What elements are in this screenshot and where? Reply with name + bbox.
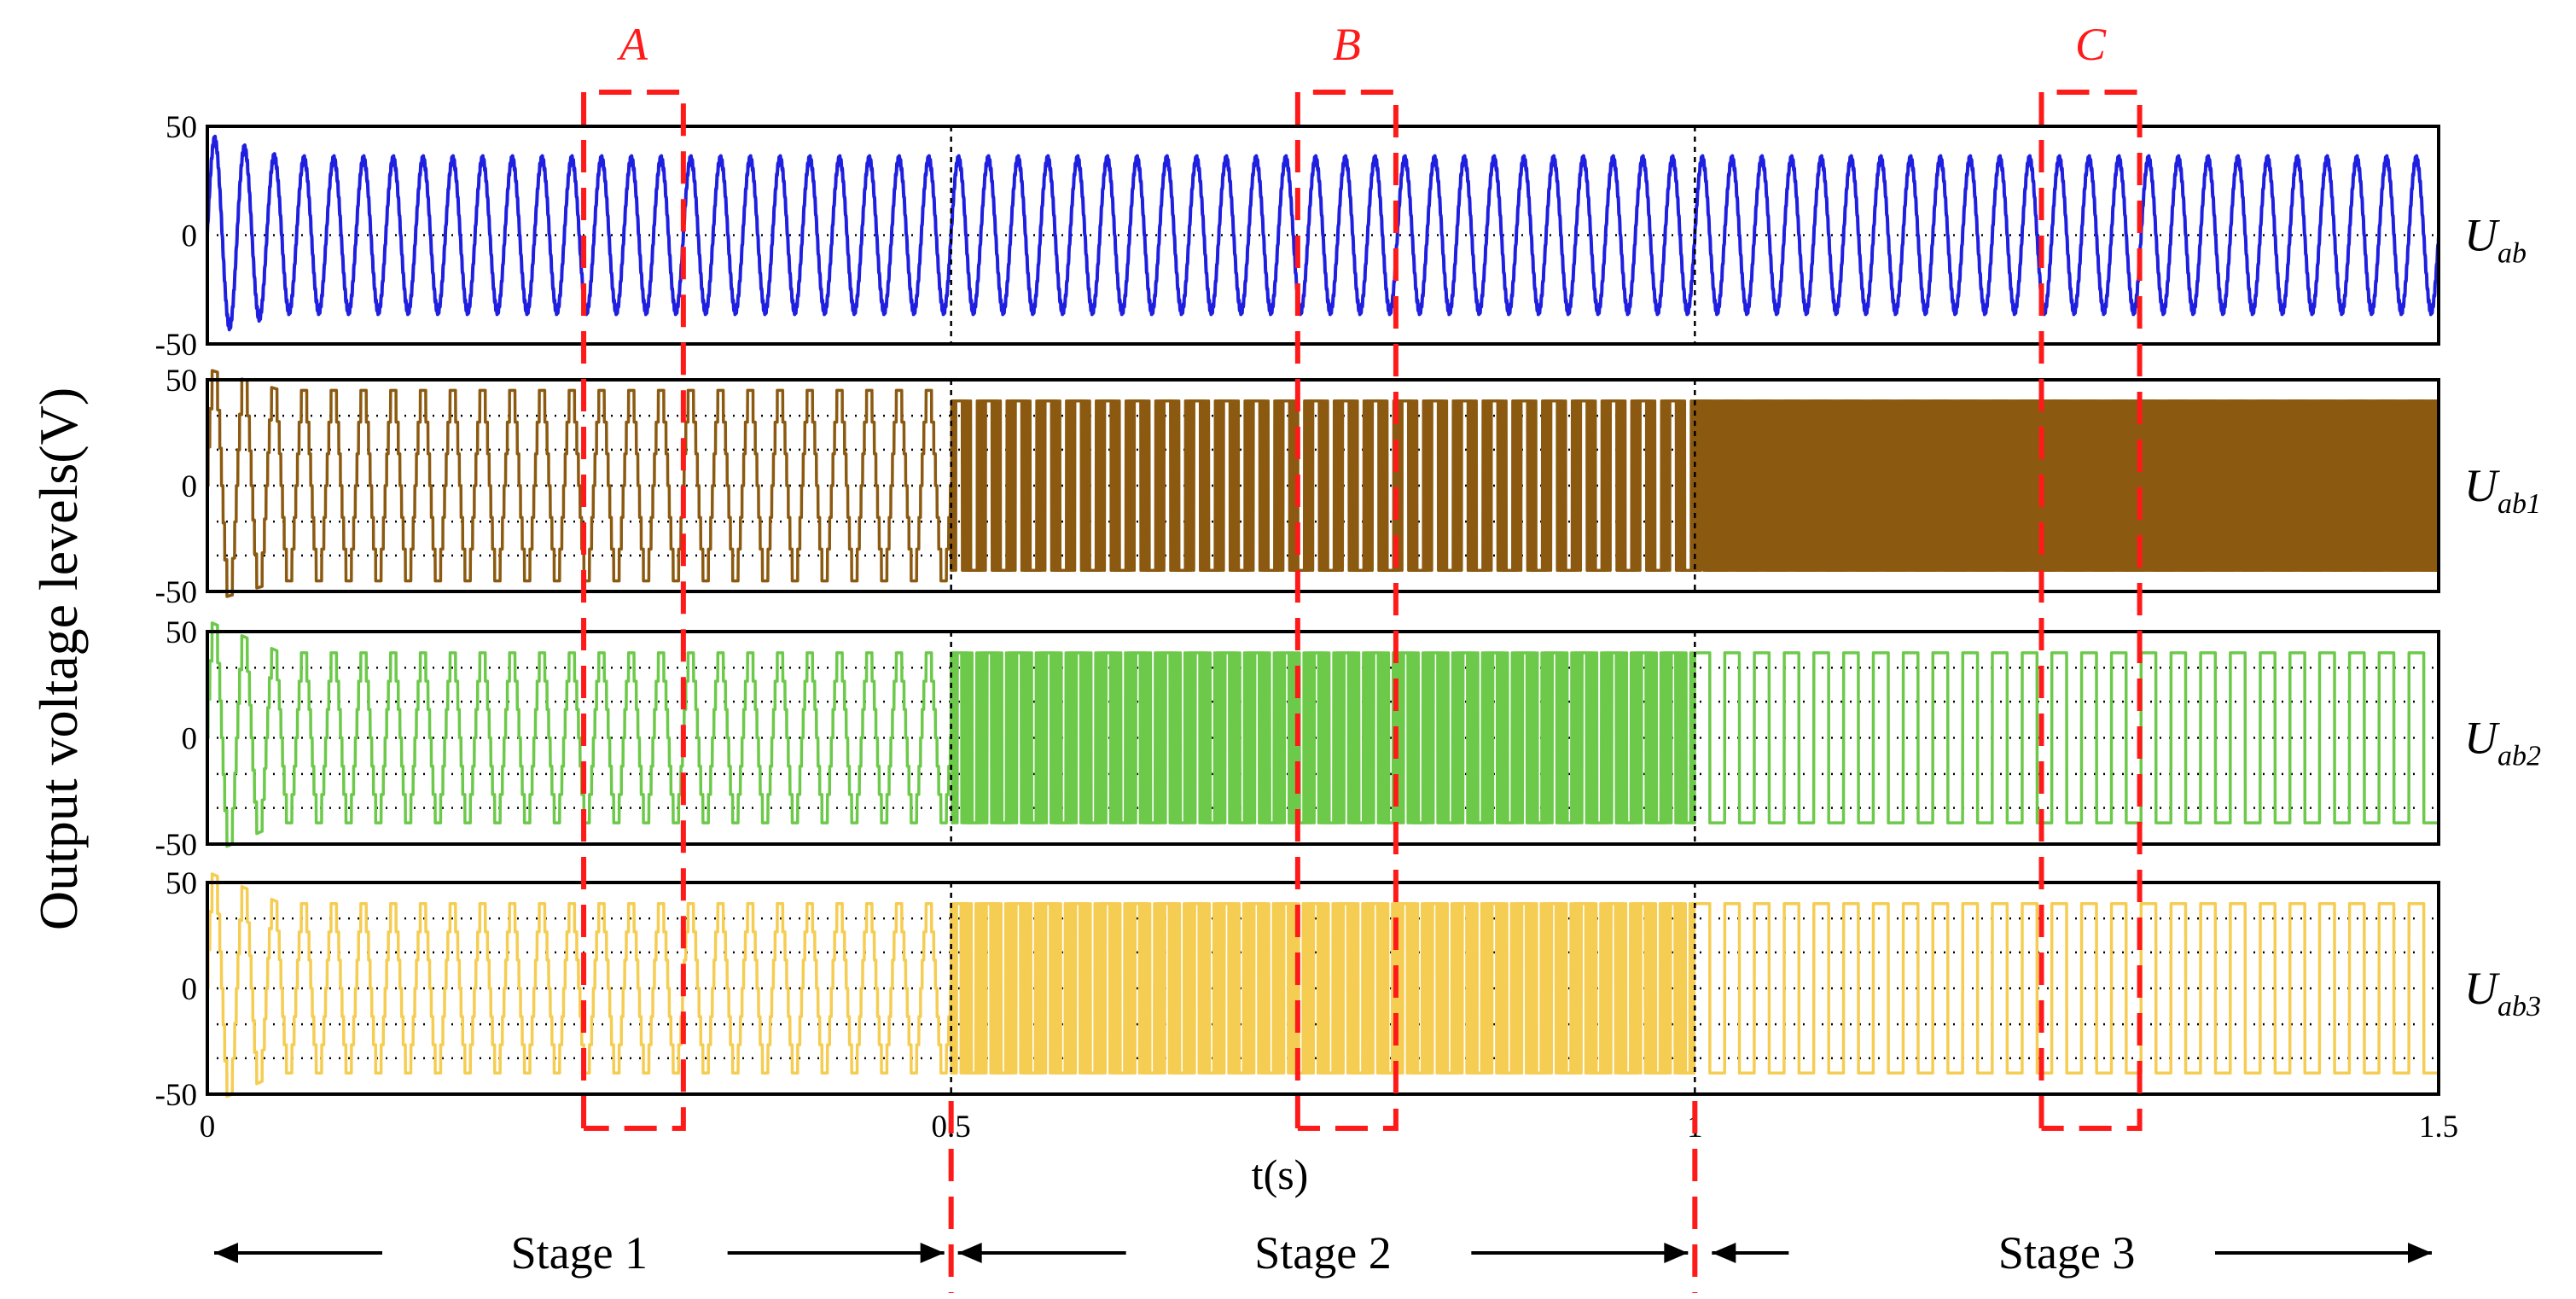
- panel-ab2: 50 0 -50 Uab2: [155, 615, 2541, 863]
- stage-arrowhead-left: [1712, 1243, 1736, 1263]
- stage-arrowhead-right: [920, 1243, 945, 1263]
- y-tick-label: 50: [166, 364, 197, 399]
- series-label-subscript: ab2: [2497, 741, 2541, 772]
- series-label-subscript: ab: [2497, 238, 2527, 270]
- y-tick-label: 0: [182, 469, 198, 504]
- stage-3: Stage 3: [1712, 1227, 2432, 1279]
- series-line-ab1: [206, 369, 2440, 598]
- panels-layer: 50 0 -50 Uab 50 0 -50 Uab1 50 0 -50 Uab2 50 0 -50 Uab3: [155, 110, 2541, 1113]
- series-label-ab2: Uab2: [2464, 713, 2541, 772]
- y-tick-label: -50: [155, 328, 197, 363]
- x-tick-label: 1.5: [2419, 1110, 2458, 1145]
- y-tick-label: 50: [166, 615, 197, 650]
- series-label-subscript: ab3: [2497, 991, 2541, 1022]
- y-tick-label: 50: [166, 866, 197, 901]
- y-axis-label: Output voltage levels(V): [28, 387, 89, 930]
- zoom-box-label: B: [1333, 19, 1361, 70]
- stage-arrowhead-right: [1664, 1243, 1689, 1263]
- zoom-box-B: B: [1294, 19, 1398, 1131]
- x-tick-label: 0: [200, 1110, 216, 1145]
- zoom-box-label: C: [2075, 19, 2107, 70]
- series-label-ab: Uab: [2464, 210, 2527, 270]
- series-line-ab2: [206, 621, 2440, 848]
- stage-arrowhead-left: [957, 1243, 982, 1263]
- panel-ab1: 50 0 -50 Uab1: [155, 364, 2541, 610]
- zoom-box-outline: [1294, 90, 1398, 1131]
- x-axis-label: t(s): [1252, 1150, 1309, 1198]
- y-tick-label: 0: [182, 722, 198, 757]
- series-label-ab1: Uab1: [2464, 460, 2541, 520]
- zoom-box-outline: [581, 90, 686, 1131]
- panel-ab1-frame: [206, 378, 2440, 593]
- series-line-ab3: [206, 872, 2440, 1098]
- series-line-ab: [206, 134, 2440, 332]
- y-tick-label: 0: [182, 219, 198, 254]
- stage-label: Stage 1: [511, 1227, 648, 1279]
- y-tick-label: 0: [182, 972, 198, 1007]
- zoom-box-A: A: [581, 19, 686, 1131]
- zoom-box-C: C: [2038, 19, 2143, 1131]
- panel-ab: 50 0 -50 Uab: [155, 110, 2527, 363]
- stage-1: Stage 1: [214, 1227, 945, 1279]
- y-tick-label: -50: [155, 828, 197, 863]
- panel-ab-frame: [206, 125, 2440, 346]
- stage-label: Stage 2: [1254, 1227, 1391, 1279]
- series-label-ab3: Uab3: [2464, 963, 2541, 1022]
- panel-ab2-frame: [206, 630, 2440, 846]
- stage-2: Stage 2: [957, 1227, 1689, 1279]
- panel-ab3-frame: [206, 881, 2440, 1096]
- panel-ab3: 50 0 -50 Uab3: [155, 866, 2541, 1113]
- zoom-box-outline: [2038, 90, 2143, 1131]
- stage-arrowhead-right: [2408, 1243, 2432, 1263]
- stage-label: Stage 3: [1998, 1227, 2135, 1279]
- zoom-box-label: A: [617, 19, 648, 70]
- stage-arrowhead-left: [214, 1243, 238, 1263]
- y-tick-label: -50: [155, 1078, 197, 1113]
- series-label-subscript: ab1: [2497, 488, 2541, 520]
- y-tick-label: 50: [166, 110, 197, 145]
- y-tick-label: -50: [155, 575, 197, 610]
